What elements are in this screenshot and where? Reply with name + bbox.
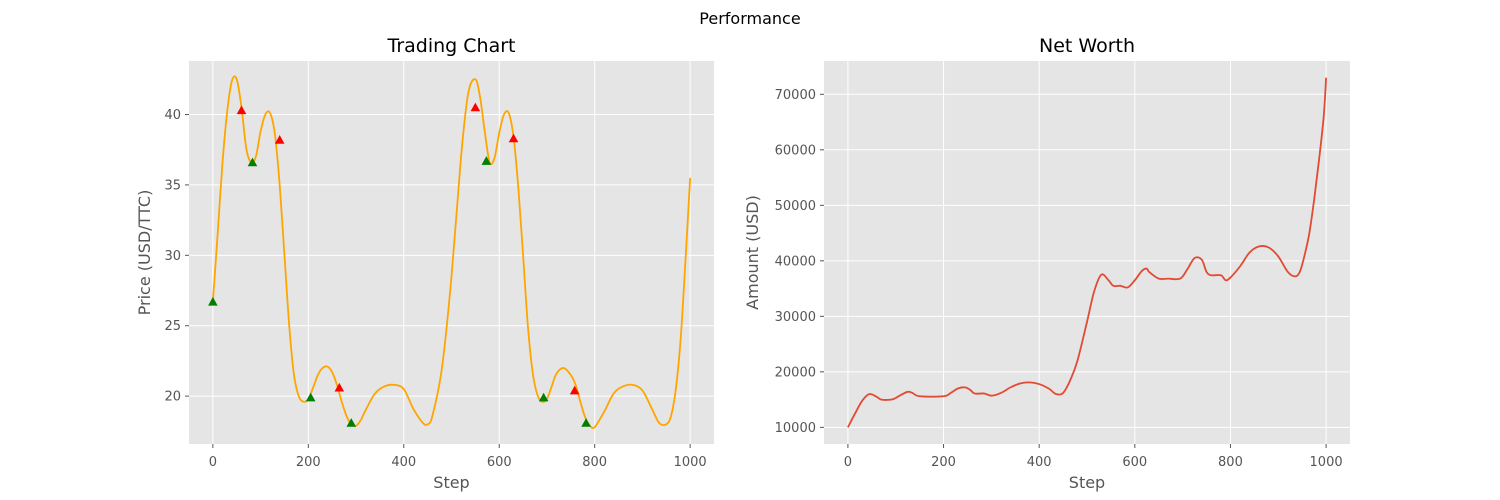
figure-suptitle: Performance — [699, 9, 800, 28]
buy-marker — [247, 157, 258, 167]
trading-y-tick-label: 40 — [164, 108, 181, 123]
net-worth-chart-axes: 0 200 400 600 800 1000 10000 20000 30000 40000 50… — [743, 35, 1350, 492]
trading-chart-grid — [189, 61, 714, 444]
trading-y-tick-label: 20 — [164, 390, 181, 405]
buy-marker — [346, 418, 357, 427]
sell-marker — [470, 102, 481, 112]
buy-marker — [581, 418, 591, 427]
trading-y-tick-label: 30 — [164, 249, 181, 264]
networth-x-tick-label: 800 — [1218, 455, 1243, 470]
trading-y-tick-label: 25 — [164, 319, 181, 334]
sell-marker — [508, 133, 519, 143]
networth-x-tick-label: 600 — [1122, 455, 1147, 470]
sell-marker — [569, 385, 580, 395]
buy-marker — [208, 296, 218, 306]
trading-markers — [208, 102, 591, 427]
net-worth-y-axis-label: Amount (USD) — [743, 195, 762, 310]
sell-marker — [236, 105, 247, 115]
networth-y-tick-label: 10000 — [775, 421, 816, 436]
networth-y-tick-label: 60000 — [775, 143, 816, 158]
trading-y-tick-label: 35 — [164, 178, 181, 193]
trading-chart-title: Trading Chart — [387, 35, 516, 57]
buy-marker — [305, 392, 316, 402]
trading-chart-axes: 0 200 400 600 800 1000 20 25 30 35 40 Trading Cha… — [135, 35, 714, 492]
net-worth-grid — [824, 61, 1350, 444]
trading-price-line — [211, 75, 692, 430]
net-worth-line — [847, 77, 1327, 428]
trading-x-tick-label: 0 — [209, 455, 217, 470]
trading-x-axis-label: Step — [433, 473, 469, 492]
networth-x-tick-label: 1000 — [1310, 455, 1343, 470]
net-worth-y-ticks: 10000 20000 30000 40000 50000 60000 70000 — [775, 88, 824, 436]
trading-x-ticks: 0 200 400 600 800 1000 — [209, 444, 707, 470]
buy-marker — [481, 156, 492, 165]
networth-x-tick-label: 200 — [931, 455, 956, 470]
networth-x-tick-label: 0 — [844, 455, 852, 470]
trading-x-tick-label: 800 — [582, 455, 607, 470]
net-worth-chart-title: Net Worth — [1039, 35, 1135, 57]
net-worth-x-axis-label: Step — [1069, 473, 1105, 492]
net-worth-x-ticks: 0 200 400 600 800 1000 — [844, 444, 1343, 470]
trading-chart-plot-area — [189, 61, 714, 444]
networth-y-tick-label: 50000 — [775, 199, 816, 214]
trading-x-tick-label: 600 — [487, 455, 512, 470]
buy-marker — [538, 392, 549, 402]
networth-y-tick-label: 20000 — [775, 365, 816, 380]
trading-y-axis-label: Price (USD/TTC) — [135, 190, 154, 316]
net-worth-plot-area — [824, 61, 1350, 444]
trading-x-tick-label: 1000 — [674, 455, 707, 470]
networth-y-tick-label: 30000 — [775, 310, 816, 325]
networth-y-tick-label: 40000 — [775, 254, 816, 269]
sell-marker — [274, 135, 285, 144]
trading-x-tick-label: 400 — [391, 455, 416, 470]
networth-y-tick-label: 70000 — [775, 88, 816, 103]
trading-x-tick-label: 200 — [296, 455, 321, 470]
sell-marker — [334, 382, 345, 392]
networth-x-tick-label: 400 — [1027, 455, 1052, 470]
trading-y-ticks: 20 25 30 35 40 — [164, 108, 189, 405]
